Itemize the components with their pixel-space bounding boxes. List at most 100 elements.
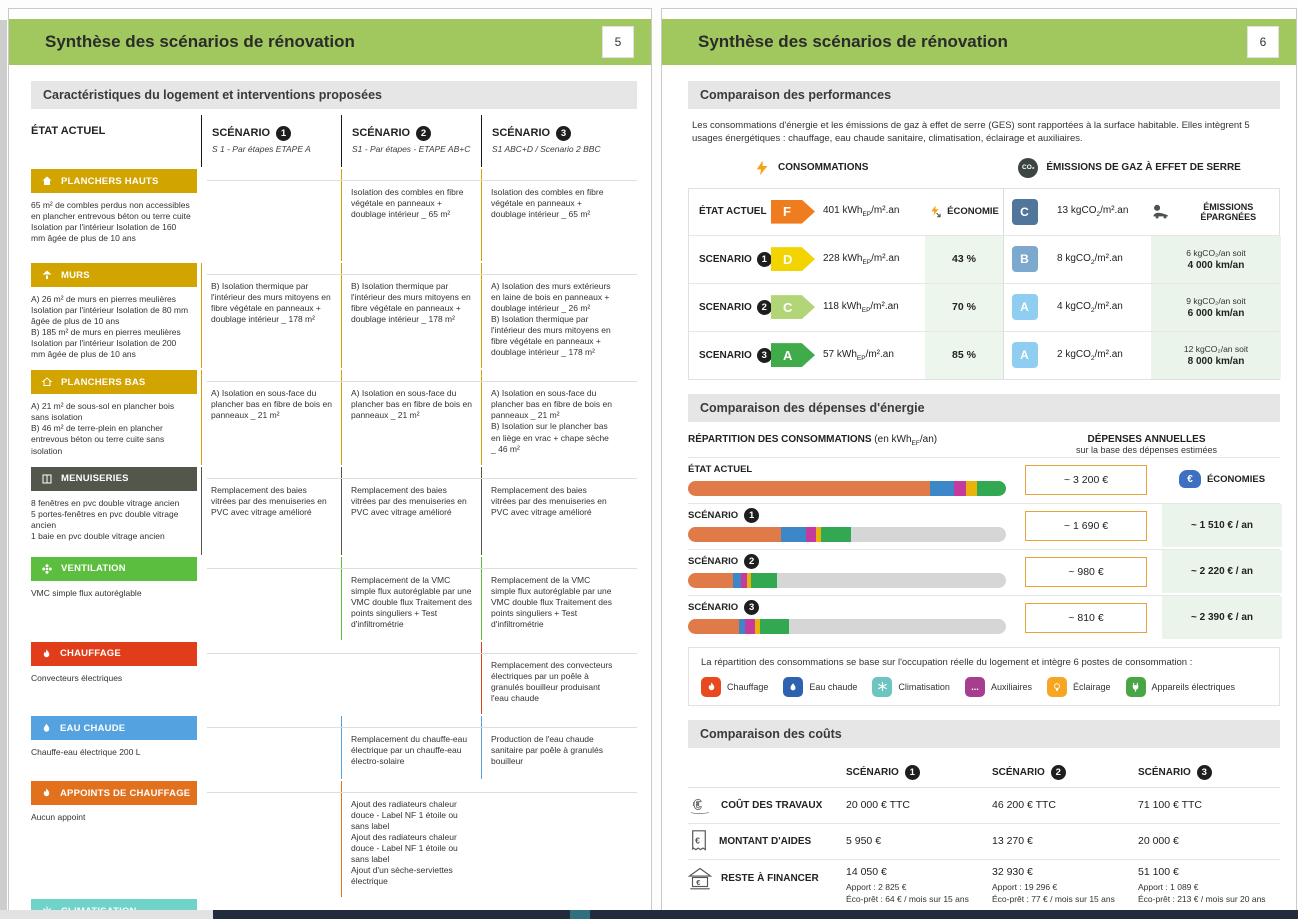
droplet-icon	[783, 676, 804, 697]
window-icon	[42, 474, 52, 484]
svg-text:€: €	[693, 797, 702, 814]
table-row: MURS A) 26 m² de murs en pierres meulièr…	[31, 263, 637, 369]
scenario-1-cell	[201, 169, 341, 261]
scenario-1-cell	[201, 557, 341, 640]
svg-text:€: €	[695, 835, 700, 845]
scenario-1-badge: 1	[276, 125, 292, 141]
etat-text: Convecteurs électriques	[31, 672, 123, 683]
energy-class-arrow: A	[771, 343, 815, 368]
legend-note: La répartition des consommations se base…	[701, 656, 1193, 668]
performances-intro: Les consommations d'énergie et les émiss…	[692, 120, 1250, 145]
annual-cost-box: ~ 810 €	[1025, 602, 1147, 633]
lightning-icon	[756, 160, 768, 175]
scenario-2-cell: Remplacement des baies vitrées par des m…	[341, 466, 481, 555]
page-number: 6	[1248, 27, 1278, 57]
bottom-strip	[0, 910, 213, 919]
table-row: SCENARIO 2 C 118 kWhEP/m².an 70 % A 4 kgC…	[689, 282, 1281, 331]
bank-icon: €	[688, 867, 712, 889]
annual-saving: ~ 2 220 € / an	[1162, 549, 1282, 593]
page-title: Synthèse des scénarios de rénovation	[698, 32, 1008, 51]
couts-table: SCÉNARIO 1 SCÉNARIO 2 SCÉNARIO 3 € COÛT DES …	[688, 758, 1280, 916]
auxiliaires-dots-icon: ...	[964, 676, 985, 697]
category-planchers-hauts: PLANCHERS HAUTS	[31, 169, 197, 193]
section-title-depenses: Comparaison des dépenses d'énergie	[688, 393, 1280, 422]
taskbar-edge	[213, 910, 1298, 919]
scenario-3-badge: 3	[556, 125, 572, 141]
scenario-2-cell: Remplacement du chauffe-eau électrique p…	[341, 716, 481, 780]
table-row: € RESTE À FINANCER 14 050 € Apport : 2 82…	[688, 860, 1280, 916]
page-number: 5	[603, 27, 633, 57]
ges-label: ÉMISSIONS DE GAZ À EFFET DE SERRE	[1046, 162, 1241, 174]
droplet-icon	[43, 723, 50, 732]
etat-text: Aucun appoint	[31, 812, 86, 823]
table-row: SCENARIO 1 D 228 kWhEP/m².an 43 % B 8 kgC…	[689, 234, 1281, 283]
document-page-5: Synthèse des scénarios de rénovation 5 C…	[8, 8, 652, 919]
table-row: ÉTAT ACTUEL F 401 kWhEP/m².an ÉCONOMIE C…	[689, 188, 1279, 235]
stacked-consumption-bar	[688, 572, 1006, 588]
consumption-bar-row: SCÉNARIO 3 ~ 810 € ~ 2 390 € / an	[688, 594, 1282, 639]
performance-column-icons: CONSOMMATIONS CO₂ ÉMISSIONS DE GAZ À EFF…	[688, 157, 1280, 178]
ges-class-box: C	[1011, 198, 1038, 225]
page-title: Synthèse des scénarios de rénovation	[45, 32, 355, 51]
section-title-couts: Comparaison des coûts	[688, 719, 1280, 748]
ges-class-box: B	[1011, 246, 1038, 273]
etat-text: 8 fenêtres en pvc double vitrage ancien …	[31, 497, 180, 541]
scenario-3-cell: A) Isolation en sous-face du plancher ba…	[481, 370, 621, 465]
table-row: APPOINTS DE CHAUFFAGE Aucun appoint Ajou…	[31, 781, 637, 898]
snowflake-icon	[872, 676, 893, 697]
house-icon	[42, 176, 52, 185]
flame-icon	[701, 676, 721, 697]
annual-cost-box: ~ 3 200 €	[1025, 464, 1147, 495]
scenario-2-cell: B) Isolation thermique par l'intérieur d…	[341, 263, 481, 369]
economie-header: ÉCONOMIE	[947, 206, 999, 218]
consumption-legend: Chauffage Eau chaude Climatisation ... Au…	[701, 676, 1267, 697]
table-row: € COÛT DES TRAVAUX 20 000 € TTC 46 200 € …	[688, 788, 1280, 824]
scenario-3-cell	[481, 781, 621, 897]
scenario-1-cell	[201, 716, 341, 779]
consumption-bar-row: SCÉNARIO 2 ~ 980 € ~ 2 220 € / an	[688, 548, 1282, 593]
scenario-1-cell	[201, 781, 341, 897]
scenario-2-cell: A) Isolation en sous-face du plancher ba…	[341, 370, 481, 465]
stacked-consumption-bar	[688, 526, 1006, 542]
economy-lightning-icon	[931, 205, 941, 217]
flame-icon	[43, 649, 50, 658]
document-page-6: Synthèse des scénarios de rénovation 6 C…	[661, 8, 1297, 916]
energy-class-arrow: F	[771, 199, 815, 224]
depenses-annuelles-header: DÉPENSES ANNUELLES	[1087, 433, 1206, 445]
bulb-icon	[1046, 676, 1067, 697]
section-title-caracteristiques: Caractéristiques du logement et interven…	[31, 81, 637, 109]
etat-actuel-header: ÉTAT ACTUEL	[31, 125, 106, 137]
table-row: € MONTANT D'AIDES 5 950 € 13 270 € 20 000…	[688, 824, 1280, 860]
economy-value: 85 %	[925, 331, 1003, 379]
etat-text: VMC simple flux autoréglable	[31, 587, 142, 598]
etat-text: A) 21 m² de sous-sol en plancher bois sa…	[31, 401, 175, 456]
annual-saving: ~ 2 390 € / an	[1162, 595, 1282, 639]
scenario-1-cell: Remplacement des baies vitrées par des m…	[201, 466, 341, 555]
etat-text: Chauffe-eau électrique 200 L	[31, 747, 141, 758]
consumption-bar-row: ÉTAT ACTUEL ~ 3 200 € € ÉCONOMIES	[688, 456, 1280, 501]
table-row: EAU CHAUDE Chauffe-eau électrique 200 L …	[31, 716, 637, 780]
economy-value: 70 %	[925, 283, 1003, 331]
category-planchers-bas: PLANCHERS BAS	[31, 370, 197, 395]
fan-icon	[42, 563, 52, 574]
economy-value: 43 %	[925, 235, 1003, 283]
table-row: VENTILATION VMC simple flux autoréglable…	[31, 556, 637, 640]
consumption-bar-row: SCÉNARIO 1 ~ 1 690 € ~ 1 510 € / an	[688, 502, 1282, 547]
section-title-performances: Comparaison des performances	[688, 81, 1280, 109]
svg-text:€: €	[696, 878, 701, 887]
page-header-band: Synthèse des scénarios de rénovation 6	[662, 19, 1296, 65]
page-header-band: Synthèse des scénarios de rénovation 5	[9, 19, 651, 65]
table-row: PLANCHERS BAS A) 21 m² de sous-sol en pl…	[31, 370, 637, 465]
ges-class-box: A	[1011, 342, 1038, 369]
category-chauffage: CHAUFFAGE	[31, 641, 197, 666]
scenario-3-cell: A) Isolation des murs extérieurs en lain…	[481, 263, 621, 369]
category-eau-chaude: EAU CHAUDE	[31, 716, 197, 741]
table-row: PLANCHERS HAUTS 65 m² de combles perdus …	[31, 169, 637, 261]
category-murs: MURS	[31, 263, 197, 287]
scenario-1-cell: B) Isolation thermique par l'intérieur d…	[201, 263, 341, 369]
annual-saving: ~ 1 510 € / an	[1162, 503, 1282, 547]
scenario-3-cell: Remplacement de la VMC simple flux autor…	[481, 556, 621, 640]
energy-class-arrow: C	[771, 295, 815, 320]
scenario-3-cell: Production de l'eau chaude sanitaire par…	[481, 716, 621, 780]
